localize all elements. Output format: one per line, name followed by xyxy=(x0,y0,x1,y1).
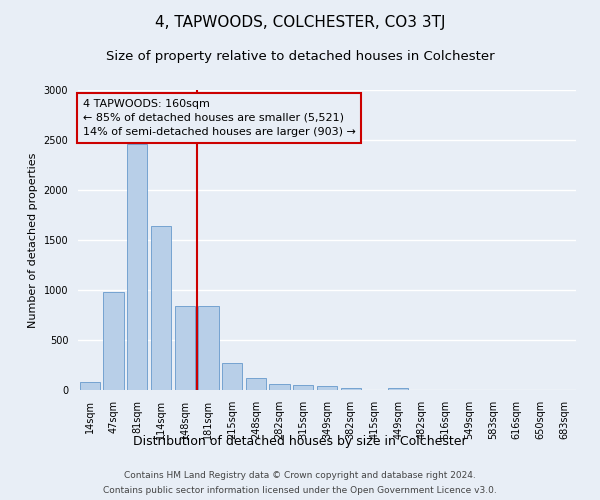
Bar xyxy=(341,388,361,390)
Bar xyxy=(103,292,124,390)
Bar xyxy=(175,306,195,390)
Text: Contains HM Land Registry data © Crown copyright and database right 2024.: Contains HM Land Registry data © Crown c… xyxy=(124,471,476,480)
Text: Size of property relative to detached houses in Colchester: Size of property relative to detached ho… xyxy=(106,50,494,63)
Bar xyxy=(293,385,313,390)
Text: Contains public sector information licensed under the Open Government Licence v3: Contains public sector information licen… xyxy=(103,486,497,495)
Bar xyxy=(199,306,218,390)
Bar xyxy=(269,384,290,390)
Text: 4 TAPWOODS: 160sqm
← 85% of detached houses are smaller (5,521)
14% of semi-deta: 4 TAPWOODS: 160sqm ← 85% of detached hou… xyxy=(83,99,356,137)
Text: Distribution of detached houses by size in Colchester: Distribution of detached houses by size … xyxy=(133,435,467,448)
Bar xyxy=(317,386,337,390)
Bar xyxy=(127,144,148,390)
Text: 4, TAPWOODS, COLCHESTER, CO3 3TJ: 4, TAPWOODS, COLCHESTER, CO3 3TJ xyxy=(155,15,445,30)
Bar xyxy=(151,226,171,390)
Bar xyxy=(80,382,100,390)
Bar xyxy=(388,388,408,390)
Bar xyxy=(246,378,266,390)
Bar xyxy=(222,363,242,390)
Y-axis label: Number of detached properties: Number of detached properties xyxy=(28,152,38,328)
